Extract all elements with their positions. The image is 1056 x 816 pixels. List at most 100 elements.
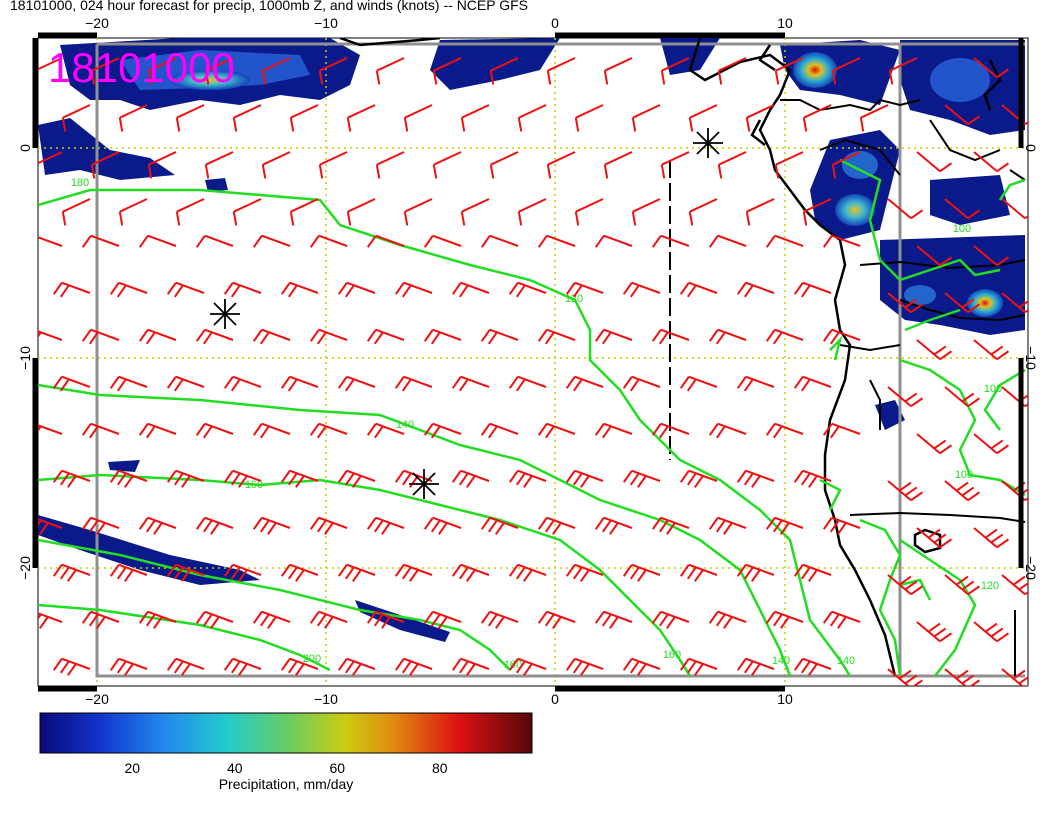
- wind-barb: [118, 198, 148, 226]
- wind-barb: [973, 151, 1010, 173]
- wind-barb: [916, 621, 953, 643]
- wind-barb: [423, 610, 462, 629]
- wind-barb: [309, 328, 348, 345]
- wind-barb: [793, 281, 832, 298]
- wind-barb: [793, 657, 832, 676]
- contour-label: 140: [772, 655, 790, 667]
- wind-barb: [166, 563, 205, 582]
- y-tick-labels: 0 −10 −20 0 −10 −20: [17, 144, 1039, 580]
- wind-barb: [309, 422, 348, 439]
- wind-barb: [944, 668, 981, 686]
- wind-barb: [916, 433, 953, 455]
- wind-barb: [480, 328, 519, 345]
- wind-barbs-layer: [38, 57, 1028, 686]
- wind-barb: [223, 563, 262, 582]
- precip-cell: [793, 52, 837, 88]
- precip-area: [38, 118, 175, 180]
- precip-area: [108, 460, 140, 472]
- wind-barb: [109, 657, 148, 676]
- wind-barb: [223, 375, 262, 392]
- wind-barb: [708, 328, 747, 345]
- wind-barb: [337, 375, 376, 392]
- x-tick-top: −10: [314, 15, 338, 31]
- wind-barb: [166, 281, 205, 298]
- wind-barb: [166, 657, 205, 676]
- wind-barb: [52, 281, 91, 298]
- date-stamp: 18101000: [48, 44, 235, 91]
- precip-area: [430, 38, 560, 90]
- wind-barb: [90, 57, 120, 85]
- wind-barb: [118, 104, 148, 132]
- wind-barb: [394, 657, 433, 676]
- wind-barb: [517, 104, 547, 132]
- wind-barb: [138, 234, 177, 248]
- wind-barb: [252, 516, 291, 535]
- wind-barb: [52, 657, 91, 676]
- wind-barb: [508, 657, 547, 676]
- wind-barb: [432, 151, 462, 179]
- precip-area: [660, 38, 720, 75]
- wind-barb: [508, 375, 547, 392]
- wind-barb: [280, 657, 319, 676]
- wind-barb: [280, 563, 319, 582]
- wind-barb: [736, 563, 775, 582]
- wind-barb: [944, 574, 981, 596]
- wind-barb: [622, 375, 661, 392]
- wind-barb: [822, 234, 861, 248]
- wind-barb: [147, 57, 177, 85]
- wind-barb: [631, 198, 661, 226]
- wind-barb: [309, 610, 348, 629]
- wind-barb: [651, 422, 690, 439]
- contour-label: 120: [981, 580, 999, 592]
- wind-barb: [651, 516, 690, 535]
- wind-barb: [52, 563, 91, 582]
- wind-barb: [594, 610, 633, 629]
- wind-barb: [366, 234, 405, 248]
- wind-barb: [81, 234, 120, 248]
- wind-barb: [774, 151, 804, 179]
- wind-barb: [403, 104, 433, 132]
- precip-area: [810, 130, 900, 240]
- wind-barb: [1001, 198, 1028, 220]
- wind-barb: [565, 281, 604, 298]
- wind-barb: [973, 245, 1010, 267]
- wind-barb: [394, 563, 433, 582]
- wind-barb: [204, 151, 234, 179]
- contour-label: 100: [984, 383, 1002, 395]
- wind-barb: [944, 292, 981, 314]
- high-pressure-marker: [210, 299, 240, 329]
- wind-barb: [195, 516, 234, 535]
- wind-barb: [565, 563, 604, 582]
- x-tick-labels: −20 −10 0 10 −20 −10 0 10: [85, 15, 793, 707]
- high-pressure-marker: [409, 469, 439, 499]
- wind-barb: [480, 610, 519, 629]
- wind-barb: [708, 610, 747, 629]
- wind-barb: [204, 57, 234, 85]
- wind-barb: [537, 234, 576, 248]
- wind-barb: [175, 104, 205, 132]
- precip-area: [875, 400, 905, 430]
- coastlines: [339, 38, 1002, 677]
- precip-cell: [170, 70, 250, 90]
- wind-barb: [508, 281, 547, 298]
- wind-barb: [831, 151, 861, 179]
- wind-barb: [765, 234, 804, 248]
- wind-barb: [916, 151, 953, 173]
- wind-barb: [944, 104, 981, 126]
- wind-barb: [887, 480, 924, 502]
- wind-barb: [289, 104, 319, 132]
- map-title: 18101000, 024 hour forecast for precip, …: [10, 0, 528, 13]
- wind-barb: [252, 328, 291, 345]
- wind-barb: [1001, 292, 1028, 314]
- wind-barb: [232, 198, 262, 226]
- wind-barb: [366, 422, 405, 439]
- plot-frame: [37, 37, 1029, 687]
- wind-barb: [81, 610, 120, 629]
- contour-label: 180: [71, 177, 89, 189]
- wind-barb: [546, 57, 576, 85]
- wind-barb: [708, 516, 747, 535]
- wind-barb: [366, 516, 405, 535]
- wind-barb: [793, 563, 832, 582]
- wind-barb: [175, 198, 205, 226]
- wind-barb: [166, 469, 205, 488]
